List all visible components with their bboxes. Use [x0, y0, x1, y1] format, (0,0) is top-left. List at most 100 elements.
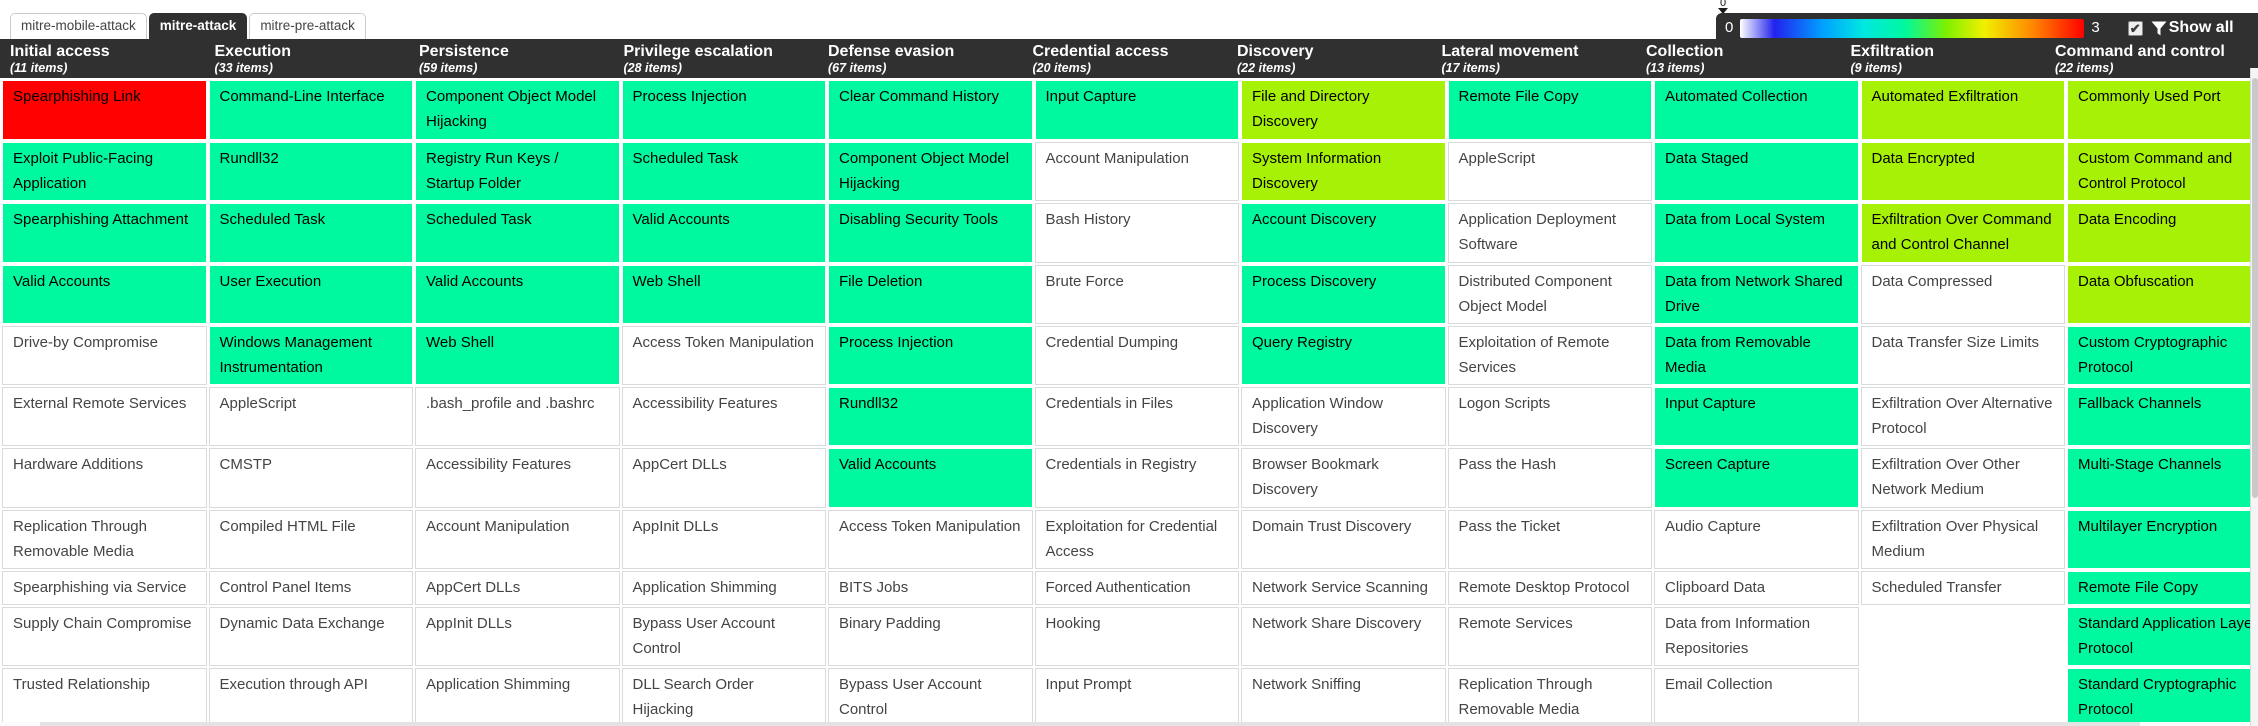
technique-cell[interactable]: Forced Authentication: [1034, 571, 1239, 605]
technique-cell[interactable]: Commonly Used Port: [2067, 80, 2258, 140]
technique-cell[interactable]: Scheduled Transfer: [1860, 571, 2065, 605]
technique-cell[interactable]: Spearphishing Attachment: [2, 203, 207, 263]
show-all-label[interactable]: Show all: [2168, 19, 2234, 36]
technique-cell[interactable]: Credential Dumping: [1034, 326, 1239, 385]
technique-cell[interactable]: DLL Search Order Hijacking: [621, 668, 826, 726]
tactic-header[interactable]: Persistence (59 items): [409, 39, 614, 78]
technique-cell[interactable]: Audio Capture: [1654, 510, 1859, 569]
technique-cell[interactable]: Scheduled Task: [415, 203, 620, 263]
technique-cell[interactable]: Process Discovery: [1241, 265, 1446, 324]
technique-cell[interactable]: Data from Network Shared Drive: [1654, 265, 1859, 324]
technique-cell[interactable]: Valid Accounts: [415, 265, 620, 324]
technique-cell[interactable]: AppleScript: [1447, 142, 1652, 201]
technique-cell[interactable]: Accessibility Features: [621, 387, 826, 446]
technique-cell[interactable]: Access Token Manipulation: [828, 510, 1033, 569]
technique-cell[interactable]: Network Sniffing: [1241, 668, 1446, 726]
horizontal-scrollbar-thumb[interactable]: [40, 722, 2140, 726]
technique-cell[interactable]: Exploit Public-Facing Application: [2, 142, 207, 201]
technique-cell[interactable]: Application Deployment Software: [1447, 203, 1652, 263]
technique-cell[interactable]: Domain Trust Discovery: [1241, 510, 1446, 569]
technique-cell[interactable]: Exfiltration Over Alternative Protocol: [1860, 387, 2065, 446]
technique-cell[interactable]: Custom Cryptographic Protocol: [2067, 326, 2258, 385]
technique-cell[interactable]: Screen Capture: [1654, 448, 1859, 508]
technique-cell[interactable]: Automated Exfiltration: [1860, 80, 2065, 140]
technique-cell[interactable]: System Information Discovery: [1241, 142, 1446, 201]
technique-cell[interactable]: Process Injection: [828, 326, 1033, 385]
technique-cell[interactable]: Credentials in Registry: [1034, 448, 1239, 508]
tactic-header[interactable]: Exfiltration (9 items): [1841, 39, 2046, 78]
technique-cell[interactable]: Scheduled Task: [621, 142, 826, 201]
technique-cell[interactable]: Network Service Scanning: [1241, 571, 1446, 605]
tab-mitre-mobile-attack[interactable]: mitre-mobile-attack: [10, 13, 147, 39]
technique-cell[interactable]: Account Manipulation: [415, 510, 620, 569]
technique-cell[interactable]: Fallback Channels: [2067, 387, 2258, 446]
technique-cell[interactable]: Automated Collection: [1654, 80, 1859, 140]
technique-cell[interactable]: Exfiltration Over Physical Medium: [1860, 510, 2065, 569]
technique-cell[interactable]: Clipboard Data: [1654, 571, 1859, 605]
technique-cell[interactable]: Component Object Model Hijacking: [828, 142, 1033, 201]
technique-cell[interactable]: Replication Through Removable Media: [1447, 668, 1652, 726]
technique-cell[interactable]: Rundll32: [208, 142, 413, 201]
technique-cell[interactable]: Registry Run Keys / Startup Folder: [415, 142, 620, 201]
technique-cell[interactable]: Command-Line Interface: [208, 80, 413, 140]
technique-cell[interactable]: File Deletion: [828, 265, 1033, 324]
technique-cell[interactable]: Windows Management Instrumentation: [208, 326, 413, 385]
technique-cell[interactable]: Account Manipulation: [1034, 142, 1239, 201]
technique-cell[interactable]: Data from Removable Media: [1654, 326, 1859, 385]
technique-cell[interactable]: Pass the Hash: [1447, 448, 1652, 508]
technique-cell[interactable]: Input Capture: [1654, 387, 1859, 446]
technique-cell[interactable]: File and Directory Discovery: [1241, 80, 1446, 140]
technique-cell[interactable]: Input Capture: [1034, 80, 1239, 140]
technique-cell[interactable]: Data Transfer Size Limits: [1860, 326, 2065, 385]
technique-cell[interactable]: Binary Padding: [828, 607, 1033, 666]
technique-cell[interactable]: Remote File Copy: [1447, 80, 1652, 140]
technique-cell[interactable]: Exploitation for Credential Access: [1034, 510, 1239, 569]
technique-cell[interactable]: Data Encoding: [2067, 203, 2258, 263]
technique-cell[interactable]: Multilayer Encryption: [2067, 510, 2258, 569]
technique-cell[interactable]: User Execution: [208, 265, 413, 324]
technique-cell[interactable]: Data from Local System: [1654, 203, 1859, 263]
technique-cell[interactable]: AppCert DLLs: [621, 448, 826, 508]
tactic-header[interactable]: Privilege escalation (28 items): [614, 39, 819, 78]
technique-cell[interactable]: Query Registry: [1241, 326, 1446, 385]
technique-cell[interactable]: Exfiltration Over Other Network Medium: [1860, 448, 2065, 508]
technique-cell[interactable]: Input Prompt: [1034, 668, 1239, 726]
technique-cell[interactable]: CMSTP: [208, 448, 413, 508]
technique-cell[interactable]: Application Shimming: [621, 571, 826, 605]
technique-cell[interactable]: Web Shell: [621, 265, 826, 324]
technique-cell[interactable]: Data Encrypted: [1860, 142, 2065, 201]
technique-cell[interactable]: Standard Application Layer Protocol: [2067, 607, 2258, 666]
tactic-header[interactable]: Discovery (22 items): [1227, 39, 1432, 78]
technique-cell[interactable]: Distributed Component Object Model: [1447, 265, 1652, 324]
technique-cell[interactable]: Disabling Security Tools: [828, 203, 1033, 263]
technique-cell[interactable]: Hooking: [1034, 607, 1239, 666]
technique-cell[interactable]: Network Share Discovery: [1241, 607, 1446, 666]
technique-cell[interactable]: .bash_profile and .bashrc: [415, 387, 620, 446]
technique-cell[interactable]: Data Compressed: [1860, 265, 2065, 324]
technique-cell[interactable]: AppCert DLLs: [415, 571, 620, 605]
technique-cell[interactable]: Credentials in Files: [1034, 387, 1239, 446]
technique-cell[interactable]: Logon Scripts: [1447, 387, 1652, 446]
technique-cell[interactable]: Remote Desktop Protocol: [1447, 571, 1652, 605]
technique-cell[interactable]: Brute Force: [1034, 265, 1239, 324]
technique-cell[interactable]: Exploitation of Remote Services: [1447, 326, 1652, 385]
technique-cell[interactable]: Browser Bookmark Discovery: [1241, 448, 1446, 508]
technique-cell[interactable]: Execution through API: [208, 668, 413, 726]
technique-cell[interactable]: Compiled HTML File: [208, 510, 413, 569]
tactic-header[interactable]: Defense evasion (67 items): [818, 39, 1023, 78]
technique-cell[interactable]: Rundll32: [828, 387, 1033, 446]
tactic-header[interactable]: Execution (33 items): [205, 39, 410, 78]
technique-cell[interactable]: Trusted Relationship: [2, 668, 207, 726]
technique-cell[interactable]: Application Shimming: [415, 668, 620, 726]
technique-cell[interactable]: Supply Chain Compromise: [2, 607, 207, 666]
tab-mitre-pre-attack[interactable]: mitre-pre-attack: [249, 13, 366, 39]
horizontal-scrollbar[interactable]: [0, 722, 2250, 726]
technique-cell[interactable]: Drive-by Compromise: [2, 326, 207, 385]
technique-cell[interactable]: BITS Jobs: [828, 571, 1033, 605]
tactic-header[interactable]: Lateral movement (17 items): [1432, 39, 1637, 78]
technique-cell[interactable]: Data Obfuscation: [2067, 265, 2258, 324]
technique-cell[interactable]: Clear Command History: [828, 80, 1033, 140]
technique-cell[interactable]: Replication Through Removable Media: [2, 510, 207, 569]
technique-cell[interactable]: Application Window Discovery: [1241, 387, 1446, 446]
technique-cell[interactable]: Spearphishing via Service: [2, 571, 207, 605]
